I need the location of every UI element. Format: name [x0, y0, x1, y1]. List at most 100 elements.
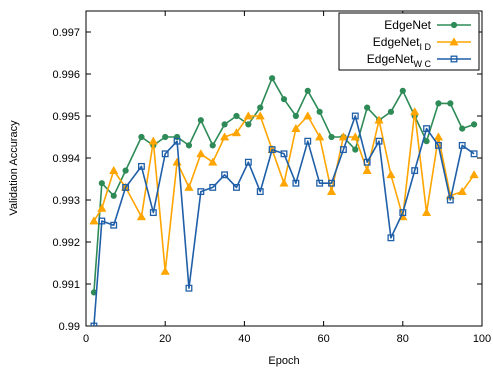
legend-swatch-marker [449, 37, 459, 46]
data-point [255, 111, 265, 120]
legend-label: EdgeNetW C [367, 52, 432, 69]
data-point [149, 209, 157, 217]
data-point [268, 146, 276, 154]
data-point [219, 132, 230, 141]
data-point [233, 112, 240, 120]
data-point [350, 132, 360, 141]
axis-ticks: 0 20 40 60 80 100 0.99 0.991 0.992 0.993 0.994 0.99… [52, 11, 491, 345]
data-point [423, 125, 431, 133]
data-point [399, 87, 406, 94]
data-point [338, 132, 349, 141]
data-point [434, 141, 442, 149]
data-point [362, 165, 372, 174]
data-point [326, 186, 337, 195]
data-point [136, 212, 147, 221]
data-point [208, 157, 218, 166]
data-point [138, 133, 145, 141]
legend-item: EdgeNetW C [367, 52, 471, 69]
data-point [233, 183, 240, 191]
data-point [98, 217, 106, 225]
data-point [148, 136, 158, 145]
data-point [304, 87, 311, 94]
data-point [256, 188, 264, 196]
x-tick-label: 0 [83, 333, 89, 345]
data-point [315, 132, 325, 141]
data-point [110, 221, 118, 229]
data-point [160, 266, 170, 275]
data-point [122, 167, 129, 174]
data-point [257, 104, 264, 111]
data-point [433, 132, 444, 141]
data-point [185, 142, 193, 149]
data-point [469, 170, 479, 179]
data-point [410, 107, 420, 116]
data-point [280, 96, 288, 103]
data-point [245, 121, 252, 128]
legend-swatch-marker [450, 55, 458, 63]
data-point [110, 192, 117, 199]
data-point [291, 123, 301, 132]
data-point [161, 150, 169, 158]
x-tick-label: 100 [473, 333, 491, 345]
data-point [363, 158, 371, 166]
data-point [292, 112, 299, 120]
data-point [339, 146, 347, 154]
data-point [221, 171, 229, 179]
y-tick-label: 0.993 [52, 195, 80, 207]
data-point [435, 100, 442, 107]
data-point [470, 121, 478, 128]
data-point [137, 162, 145, 170]
data-point [411, 167, 419, 175]
data-point [244, 158, 252, 166]
data-point [243, 111, 253, 120]
plot-frame [85, 10, 483, 327]
data-point [399, 209, 407, 217]
data-point [447, 100, 454, 107]
data-point [197, 117, 204, 124]
legend-item: EdgeNet [384, 18, 471, 32]
data-point [89, 216, 99, 225]
y-tick-label: 0.995 [52, 111, 80, 123]
data-point [387, 108, 395, 115]
legend-item: EdgeNetI D [373, 35, 471, 52]
data-point [457, 186, 467, 195]
data-point [185, 284, 193, 292]
data-point [97, 203, 107, 212]
data-point [184, 182, 194, 191]
data-point [458, 141, 466, 149]
data-point [459, 125, 466, 132]
legend-label: EdgeNetI D [373, 35, 432, 52]
data-point [172, 157, 182, 166]
data-point [328, 179, 335, 187]
y-tick-label: 0.99 [59, 321, 80, 333]
data-point [328, 133, 335, 141]
data-point [209, 142, 216, 149]
data-point [375, 137, 383, 145]
y-tick-label: 0.997 [52, 27, 80, 39]
data-point [173, 137, 181, 145]
data-point [446, 196, 454, 204]
legend-label: EdgeNet [384, 18, 431, 32]
data-point [352, 146, 359, 153]
data-point [109, 165, 119, 174]
series-EdgeNetWC [90, 112, 478, 326]
y-tick-label: 0.996 [52, 69, 80, 81]
x-tick-label: 60 [317, 333, 329, 345]
y-axis-label: Validation Accuracy [8, 120, 20, 216]
y-tick-label: 0.994 [52, 153, 80, 165]
legend-swatch-marker [450, 21, 458, 29]
y-tick-label: 0.991 [52, 279, 80, 291]
data-point [423, 138, 430, 145]
data-point [280, 150, 288, 158]
data-point [351, 112, 359, 120]
data-point [387, 234, 395, 242]
data-point [470, 150, 478, 158]
x-axis-label: Epoch [268, 355, 299, 367]
x-tick-label: 20 [159, 333, 171, 345]
data-point [162, 133, 169, 141]
y-tick-label: 0.992 [52, 237, 80, 249]
series-layer [89, 75, 479, 326]
x-tick-label: 80 [397, 333, 409, 345]
